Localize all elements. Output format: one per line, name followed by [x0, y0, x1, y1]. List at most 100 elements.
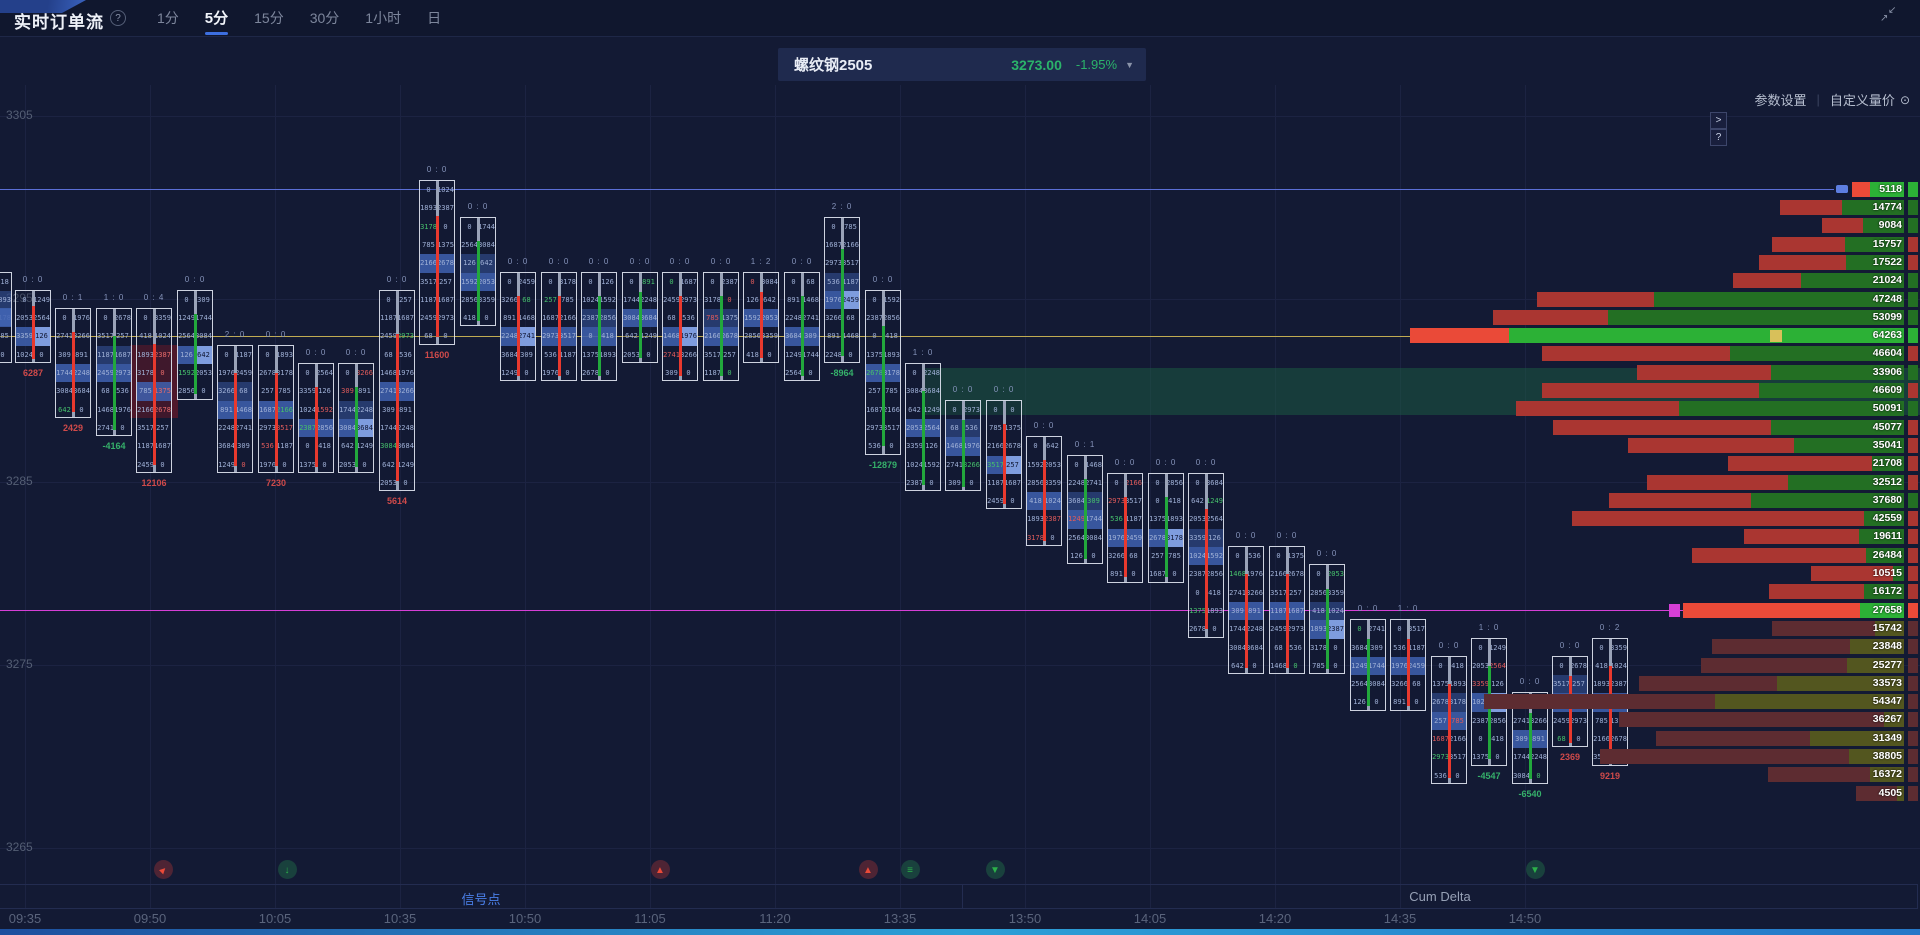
tab-timeframe-3[interactable]: 30分	[309, 10, 340, 26]
volume-profile-bar	[1852, 181, 1904, 197]
bid-volume-cell: 891	[787, 295, 800, 304]
signal-pane-label[interactable]: 信号点	[461, 892, 501, 907]
signal-marker-up[interactable]: ▲	[858, 860, 878, 879]
ask-volume-cell: 536	[682, 314, 695, 323]
ask-volume-cell: 0	[1333, 643, 1338, 652]
candle-delta-line	[1487, 665, 1491, 760]
ask-volume-cell: 3266	[356, 369, 373, 378]
bid-volume-cell: 1375	[1189, 606, 1206, 615]
ask-volume-cell: 3178	[883, 369, 900, 378]
custom-volume-price-button[interactable]: 自定义量价	[1829, 93, 1895, 108]
bid-volume-cell: 1468	[946, 442, 963, 451]
footprint-row: 1744 2248	[1229, 620, 1263, 638]
bid-volume-cell: 1468	[1229, 570, 1246, 579]
bottom-scroll-strip[interactable]	[0, 929, 1920, 935]
tab-timeframe-1[interactable]: 5分	[204, 0, 229, 37]
footprint-row: 0 3266	[339, 364, 373, 382]
bid-volume-cell: 418	[1595, 661, 1608, 670]
signal-marker-layers[interactable]: ≡	[900, 860, 920, 879]
footprint-row: 0 1744	[461, 218, 495, 236]
bid-volume-cell: 2564	[1351, 680, 1368, 689]
help-icon[interactable]: ?	[110, 10, 126, 26]
ask-volume-cell: 642	[1046, 442, 1059, 451]
bid-volume-cell: 3517	[987, 460, 1004, 469]
ask-volume-cell: 2387	[1327, 620, 1344, 639]
ask-volume-cell: 3359	[154, 314, 171, 323]
ask-volume-cell: 785	[844, 222, 857, 231]
footprint-row: 2973 3517	[259, 419, 293, 437]
candle-delta-label: -12879	[868, 459, 898, 470]
bid-volume-cell: 2678	[866, 369, 883, 378]
settings-button[interactable]: 参数设置	[1754, 93, 1807, 108]
tab-timeframe-4[interactable]: 1小时	[365, 10, 402, 26]
bid-volume-cell: 418	[1029, 497, 1042, 506]
bid-volume-cell: 642	[58, 405, 71, 414]
ask-volume-cell: 0	[808, 369, 813, 378]
bid-volume-cell: 0	[669, 277, 674, 286]
bid-volume-cell: 2741	[663, 350, 680, 359]
footprint-row: 642 1249	[623, 327, 657, 345]
candle-top-label: 0 : 0	[1519, 677, 1541, 687]
signal-marker-up[interactable]: ▲	[650, 860, 670, 879]
tab-timeframe-5[interactable]: 日	[427, 10, 442, 26]
ask-volume-cell: 2973	[1287, 625, 1304, 634]
vp-sell-segment	[1516, 401, 1679, 417]
ask-volume-cell: 3517	[276, 423, 293, 432]
signal-marker-cursor[interactable]: ▲	[153, 860, 173, 879]
chart-canvas[interactable]: 09:35 09:50 10:05 10:35 10:50 11:05 11:20 13:35…	[0, 37, 1920, 935]
candle-top-label: 0 : 0	[507, 256, 529, 266]
footprint-row: 0 1893	[259, 346, 293, 364]
footprint-row: 2973 3517	[825, 254, 859, 272]
time-axis-label: 14:35	[1383, 911, 1417, 926]
ask-volume-cell: 126	[318, 387, 331, 396]
signal-marker-tdown[interactable]: ▼	[1525, 860, 1545, 879]
vp-buy-segment	[1715, 694, 1904, 710]
ask-volume-cell: 0	[646, 350, 651, 359]
footprint-row: 0 2678	[97, 309, 131, 327]
vp-sell-segment	[1542, 346, 1730, 362]
tab-timeframe-0[interactable]: 1分	[157, 10, 179, 26]
instrument-selector[interactable]: 螺纹钢2505 3273.00 -1.95% ▼	[778, 48, 1146, 81]
bid-volume-cell: 309	[382, 405, 395, 414]
candle-delta-line	[1164, 497, 1168, 578]
tab-timeframe-2[interactable]: 15分	[254, 10, 284, 26]
volume-profile-bar	[1769, 584, 1904, 600]
cum-delta-pane[interactable]	[962, 884, 1918, 909]
vp-sell-segment	[1542, 383, 1759, 398]
volume-profile-bar	[1542, 346, 1904, 362]
candle-delta-line	[1447, 684, 1451, 778]
bid-volume-cell: 0	[305, 442, 310, 451]
bid-volume-cell: 257	[1151, 552, 1164, 561]
expand-panel-button[interactable]: >	[1710, 112, 1727, 129]
signal-marker-tdown[interactable]: ▼	[985, 860, 1005, 879]
volume-profile-value: 14774	[1872, 201, 1902, 213]
collapse-icon[interactable]: ↙ ↗	[1880, 5, 1897, 24]
footprint-row: 1976 0	[259, 456, 293, 474]
volume-profile-edge-strip	[1908, 547, 1918, 563]
down-icon: ↓	[284, 865, 290, 876]
price-axis-label: 3285	[6, 474, 33, 488]
vp-buy-segment	[1849, 749, 1904, 764]
eye-toggle-icon[interactable]: ⊙	[1899, 92, 1910, 107]
volume-profile-value: 64263	[1872, 329, 1902, 342]
footprint-row: 2459 2973	[1553, 712, 1587, 730]
volume-profile-edge-strip	[1908, 328, 1918, 344]
signal-marker-down[interactable]: ↓	[277, 860, 297, 879]
bid-volume-cell: 2166	[987, 442, 1004, 451]
ask-volume-cell: 1024	[1610, 661, 1627, 670]
bid-volume-cell: 0	[1559, 661, 1564, 670]
signal-pane[interactable]	[0, 884, 962, 909]
footprint-row: 1249 1744	[785, 346, 819, 364]
cum-delta-pane-label[interactable]: Cum Delta	[1409, 889, 1471, 904]
bid-volume-cell: 2248	[501, 332, 518, 341]
footprint-row: 418 0	[461, 309, 495, 327]
profile-blue-dash	[1836, 185, 1848, 193]
vp-buy-segment	[1864, 584, 1904, 600]
panel-help-button[interactable]: ?	[1710, 129, 1727, 146]
footprint-row: 2053 0	[623, 346, 657, 364]
volume-profile-edge-strip	[1908, 401, 1918, 417]
candle-delta-line	[354, 387, 358, 468]
bid-volume-cell: 2973	[1108, 497, 1125, 506]
bid-volume-cell: 0	[345, 369, 350, 378]
